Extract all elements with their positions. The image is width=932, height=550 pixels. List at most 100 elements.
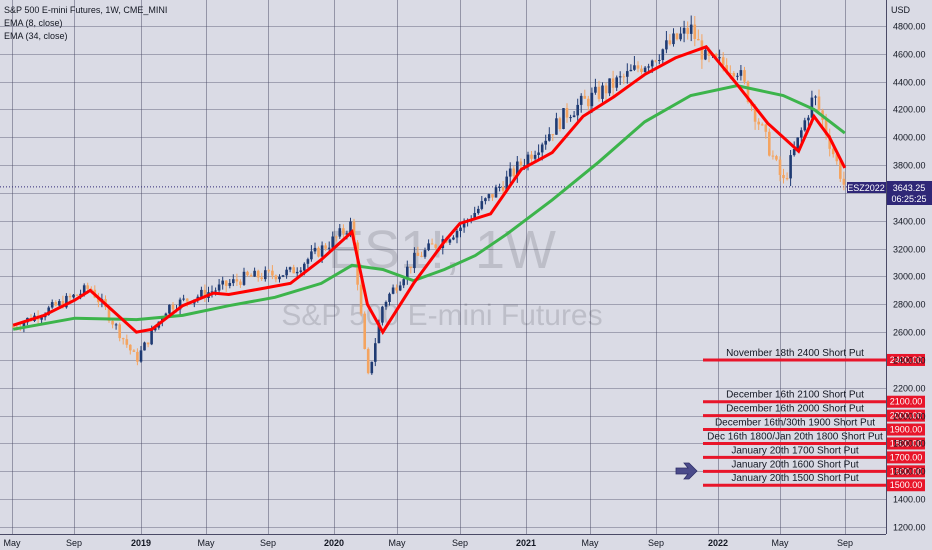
time-axis[interactable]: May Sep 2019 May Sep 2020 May Sep 2021 May Sep 2022… <box>0 534 886 549</box>
candle-body <box>153 327 157 331</box>
price-axis[interactable]: USD 4800.00 4600.00 4400.00 4200.00 4000.00 3… <box>886 0 926 534</box>
candle-body <box>121 338 125 340</box>
candle-body <box>686 27 689 34</box>
candle-body <box>501 187 505 191</box>
candle-body <box>658 60 661 61</box>
candle-body <box>615 77 618 88</box>
candle-body <box>221 280 224 285</box>
short-put-price: 2000.00 <box>890 411 923 421</box>
candle-body <box>579 95 583 105</box>
candle-body <box>388 293 391 302</box>
short-put-price-tag <box>887 465 925 478</box>
candle-body <box>739 70 743 76</box>
candle-body <box>679 33 682 40</box>
candle-body <box>597 86 601 99</box>
watermark-name: S&P 500 E-mini Futures <box>281 299 602 332</box>
candle-body <box>260 277 263 279</box>
price-tick-label: 4600.00 <box>893 50 926 60</box>
candle-body <box>757 121 760 125</box>
short-put-price-tag <box>887 409 925 422</box>
price-axis-currency: USD <box>891 5 911 15</box>
candle-body <box>771 155 775 157</box>
candle-body <box>409 266 413 268</box>
short-put-label: January 20th 1700 Short Put <box>731 445 859 456</box>
candle-body <box>132 350 136 352</box>
candle-body <box>200 289 203 297</box>
candle-body <box>313 247 317 252</box>
legend-ema-8[interactable]: EMA (8, close) <box>4 18 63 28</box>
short-put-level[interactable]: November 18th 2400 Short Put 2400.00 <box>703 348 925 366</box>
candle-body <box>349 221 352 234</box>
short-put-levels: November 18th 2400 Short Put 2400.00 Decem… <box>703 348 925 492</box>
short-put-price-tag <box>887 437 925 450</box>
time-tick-label: Sep <box>260 538 276 548</box>
candle-body <box>480 201 484 209</box>
candle-body <box>803 120 807 131</box>
short-put-level[interactable]: January 20th 1700 Short Put 1700.00 <box>703 445 925 464</box>
short-put-level[interactable]: Dec 16th 1800/Jan 20th 1800 Short Put 180… <box>703 431 925 450</box>
candle-body <box>342 228 345 234</box>
time-tick-label: 2020 <box>324 538 344 548</box>
candle-body <box>232 279 235 284</box>
candle-body <box>831 148 835 155</box>
candle-body <box>505 176 508 191</box>
short-put-level[interactable]: January 20th 1600 Short Put 1600.00 <box>703 459 925 478</box>
candle-body <box>824 119 828 136</box>
candle-body <box>136 351 139 362</box>
candle-body <box>295 271 299 274</box>
candle-body <box>477 208 480 214</box>
candle-body <box>807 117 810 121</box>
candle-body <box>129 344 132 351</box>
price-tick-label: 2800.00 <box>893 300 926 310</box>
short-put-level[interactable]: December 16th/30th 1900 Short Put 1900.00 <box>703 418 925 436</box>
candle-body <box>58 301 61 306</box>
candle-body <box>288 267 292 270</box>
watermark: ES1!, 1W S&P 500 E-mini Futures <box>281 220 602 332</box>
short-put-level[interactable]: December 16th 2000 Short Put 2000.00 <box>703 404 925 422</box>
short-put-level[interactable]: January 20th 1500 Short Put 1500.00 <box>703 473 925 492</box>
candle-body <box>494 187 498 198</box>
candle-body <box>572 115 576 118</box>
short-put-label: December 16th 2100 Short Put <box>726 390 864 401</box>
candle-body <box>68 295 72 298</box>
candle-body <box>700 40 704 60</box>
candle-body <box>533 154 537 159</box>
price-tick-label: 1400.00 <box>893 495 926 505</box>
candle-body <box>526 154 530 166</box>
candle-body <box>114 324 118 326</box>
candle-body <box>768 131 771 156</box>
candle-body <box>459 227 462 231</box>
time-tick-label: May <box>581 538 599 548</box>
ema-34-line <box>12 84 846 331</box>
candle-body <box>519 161 523 166</box>
candle-body <box>185 298 189 302</box>
candle-body <box>611 78 615 88</box>
candle-body <box>125 339 129 345</box>
candle-body <box>665 40 668 50</box>
candle-body <box>416 252 420 256</box>
short-put-level[interactable]: December 16th 2100 Short Put 2100.00 <box>703 390 925 408</box>
candle-body <box>335 236 338 238</box>
candle-body <box>246 271 249 276</box>
candle-body <box>61 301 65 308</box>
price-tick-label: 2600.00 <box>893 328 926 338</box>
last-price-value: 3643.25 <box>893 183 926 193</box>
candle-body <box>473 213 476 220</box>
candle-body <box>107 306 111 321</box>
short-put-label: November 18th 2400 Short Put <box>726 348 864 359</box>
time-tick-label: May <box>197 538 215 548</box>
candle-body <box>324 245 327 249</box>
candle-body <box>331 236 334 248</box>
candle-body <box>736 75 739 77</box>
chart-legend[interactable]: S&P 500 E-mini Futures, 1W, CME_MINI EMA… <box>4 5 167 41</box>
candle-body <box>530 154 533 159</box>
candle-body <box>395 287 398 291</box>
price-tick-label: 4400.00 <box>893 78 926 88</box>
candle-body <box>643 67 647 72</box>
candle-body <box>704 49 707 60</box>
legend-ema-34[interactable]: EMA (34, close) <box>4 31 68 41</box>
candle-body <box>352 221 356 243</box>
candle-body <box>601 85 604 99</box>
candle-body <box>434 244 437 248</box>
